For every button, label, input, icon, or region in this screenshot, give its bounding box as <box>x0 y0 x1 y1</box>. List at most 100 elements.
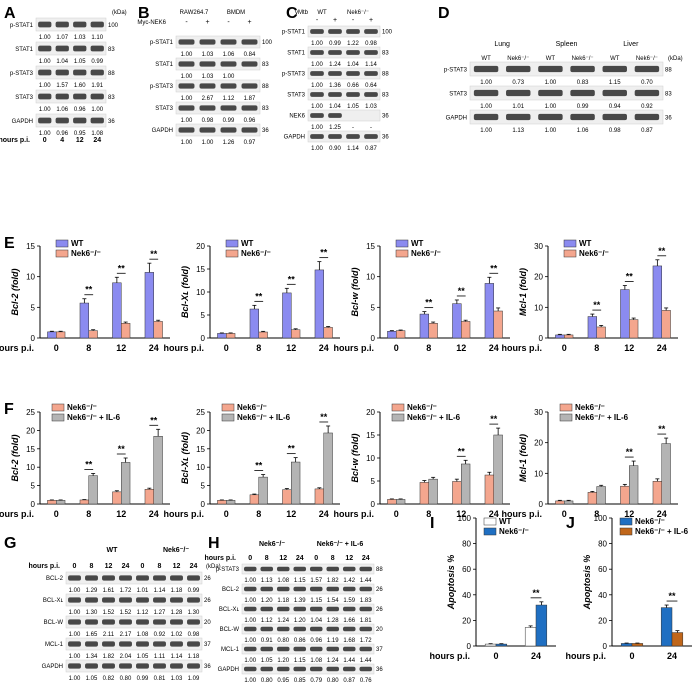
blot-h-1-bg <box>241 583 375 595</box>
quant-value: 1.09 <box>188 676 200 682</box>
quant-value: 1.00 <box>545 128 557 134</box>
quant-value: 1.10 <box>91 35 103 41</box>
blot-row-label: STAT3 <box>155 106 173 112</box>
blot-a-0-band <box>73 21 87 28</box>
quant-value: 1.42 <box>343 578 355 584</box>
quant-value: 1.00 <box>480 80 492 86</box>
blot-g-3-band <box>85 641 98 647</box>
x-tick-label: 8 <box>86 509 91 519</box>
bar <box>629 319 639 339</box>
quant-value: 1.08 <box>91 131 103 137</box>
quant-value: 1.14 <box>347 146 359 152</box>
blot-c-1-band <box>364 50 378 55</box>
y-tick-label: 10 <box>26 463 35 472</box>
blot-h-3-band <box>243 626 257 632</box>
quant-value: 0.73 <box>512 80 524 86</box>
y-tick-label: 20 <box>462 616 471 625</box>
kda-marker: 37 <box>376 647 383 653</box>
panel-label-c: C <box>286 5 298 22</box>
bar <box>291 329 301 339</box>
y-axis-label: Bcl-2 (fold) <box>10 269 20 316</box>
blot-h-3-band <box>342 626 356 632</box>
x-tick-label: 24 <box>489 509 499 519</box>
blot-h-2-band <box>309 606 323 612</box>
kda-marker: 88 <box>108 71 115 77</box>
y-tick-label: 30 <box>534 242 543 251</box>
bar <box>47 500 57 505</box>
quant-value: 0.79 <box>310 678 322 684</box>
y-tick-label: 0 <box>467 642 472 651</box>
blot-h-2-band <box>276 606 290 612</box>
blot-c-5-band <box>346 134 360 139</box>
hour-value: 12 <box>105 563 113 570</box>
quant-value: 1.87 <box>244 96 256 102</box>
x-tick-label: 24 <box>531 651 541 661</box>
quant-value: 1.00 <box>39 131 51 137</box>
blot-h-0-band <box>276 566 290 572</box>
bar <box>484 474 495 505</box>
blot-c-3-band <box>364 92 378 97</box>
bar <box>47 331 57 339</box>
blot-h-2-band <box>260 606 274 612</box>
blot-b-2-band <box>199 83 216 89</box>
blot-d-2-band <box>570 113 595 121</box>
blot-b-4-band <box>178 127 195 133</box>
x-tick-label: 0 <box>224 343 229 353</box>
y-tick-label: 5 <box>31 482 36 491</box>
quant-value: 1.83 <box>360 598 372 604</box>
y-tick-label: 0 <box>539 500 544 509</box>
group-label: Nek6⁻/⁻ <box>347 10 369 16</box>
blot-c-4-bg <box>307 109 381 122</box>
quant-value: 1.00 <box>311 83 323 89</box>
panel-label-g: G <box>4 535 16 552</box>
bar <box>493 310 503 339</box>
bar <box>661 310 671 339</box>
quant-value: 1.14 <box>365 62 377 68</box>
blot-row-label: BCL-2 <box>46 576 64 582</box>
blot-a-3-band <box>38 93 52 100</box>
blot-row-label: p-STAT3 <box>10 71 34 77</box>
blot-row-label: NEK6 <box>289 113 305 119</box>
y-tick-label: 60 <box>462 565 471 574</box>
kda-marker: 36 <box>108 119 115 125</box>
hour-value: 24 <box>190 563 198 570</box>
legend-swatch <box>51 403 65 412</box>
y-tick-label: 10 <box>534 469 543 478</box>
bar <box>144 489 155 505</box>
quant-value: 0.64 <box>365 83 377 89</box>
quant-value: 0.96 <box>74 107 86 113</box>
x-tick-label: 12 <box>456 509 466 519</box>
blot-g-1-band <box>68 597 81 603</box>
blot-g-0-band <box>68 575 81 581</box>
significance-stars: ** <box>85 285 93 295</box>
blot-h-3-band <box>276 626 290 632</box>
quant-value: 1.00 <box>244 598 256 604</box>
blot-row-label: GAPDH <box>218 667 239 673</box>
blot-d-2-band <box>506 113 531 121</box>
significance-stars: ** <box>255 461 263 471</box>
blot-g-4-band <box>153 663 166 669</box>
blot-g-2-band <box>136 619 149 625</box>
quant-value: 1.44 <box>343 658 355 664</box>
y-tick-label: 15 <box>196 265 205 274</box>
bar <box>112 491 122 505</box>
hour-value: 12 <box>76 137 84 144</box>
legend-swatch <box>395 249 409 258</box>
blot-h-3-band <box>326 626 340 632</box>
blot-g-3-bg <box>65 637 203 651</box>
kda-marker: 26 <box>204 576 211 582</box>
blot-row-label: GAPDH <box>446 116 467 122</box>
quant-value: 1.00 <box>39 107 51 113</box>
bar <box>121 323 131 339</box>
group-label: WT <box>107 547 119 554</box>
blot-b-1-bg <box>175 57 261 71</box>
x-axis-label: hours p.i. <box>164 509 205 519</box>
quant-value: 1.00 <box>181 74 193 80</box>
y-tick-label: 15 <box>26 445 35 454</box>
blot-g-2-bg <box>65 615 203 629</box>
quant-value: 0.92 <box>641 104 653 110</box>
quant-value: 0.80 <box>120 676 132 682</box>
kda-unit: (kDa) <box>668 56 683 62</box>
quant-value: 1.00 <box>202 140 214 146</box>
chart-e: 0 5 10 15 Bcl-2 (fold) 0 8 ** 12 ** 24 ** hours p.i.… <box>0 239 170 353</box>
